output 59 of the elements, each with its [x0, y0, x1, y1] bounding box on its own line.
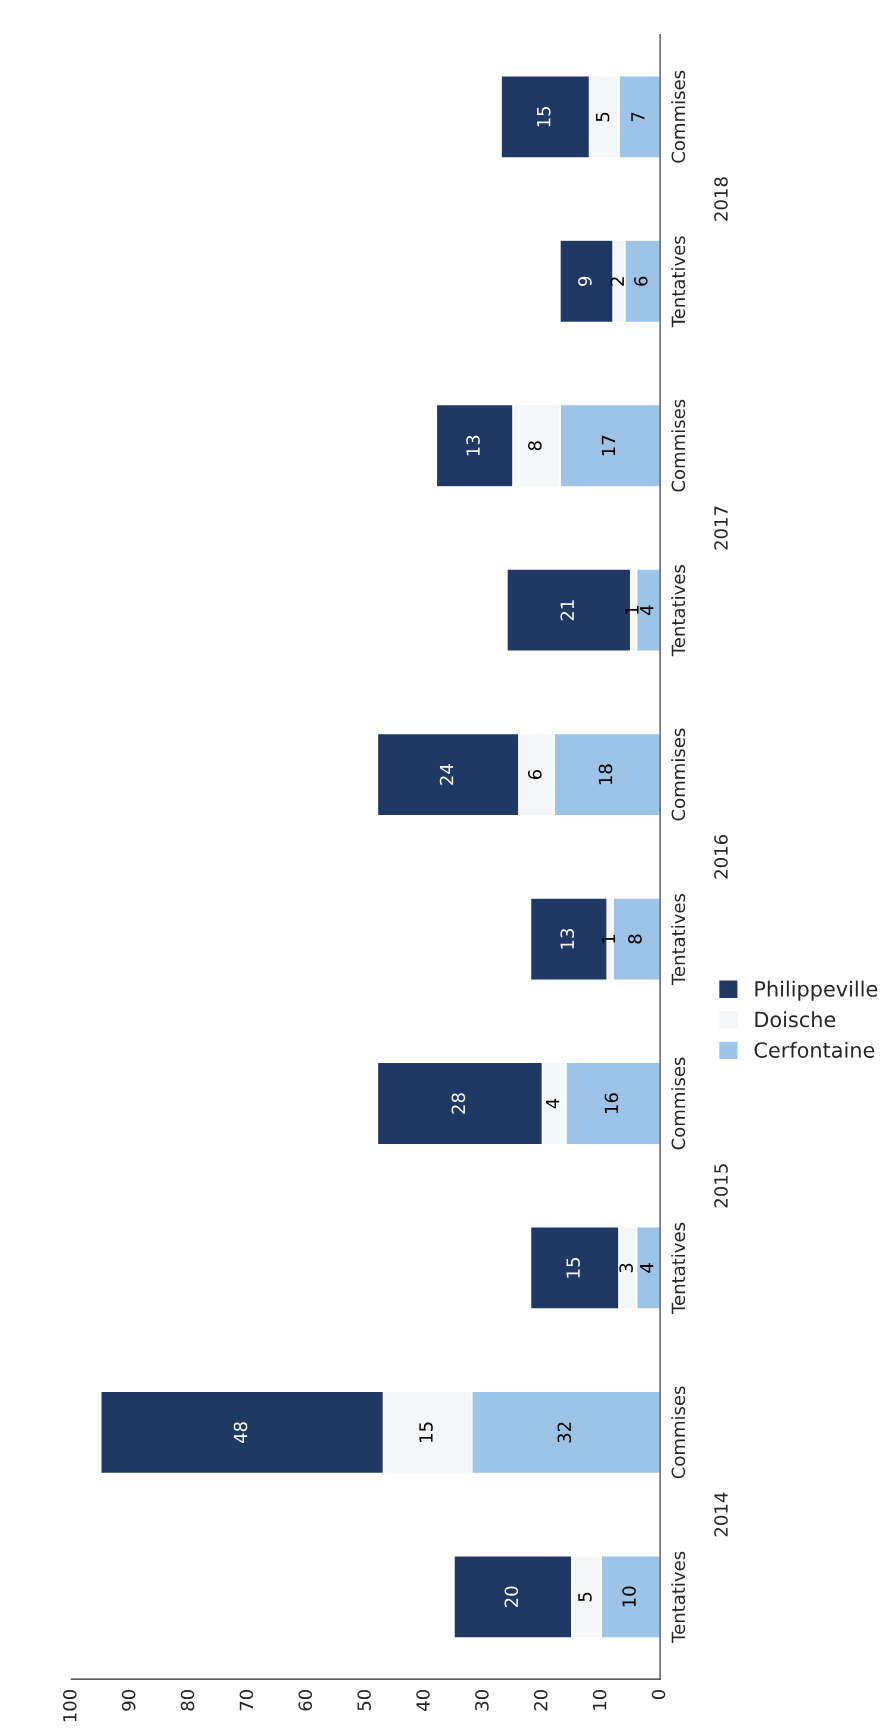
x-tick-label: 40	[416, 1689, 430, 1711]
x-tick-label: 50	[357, 1689, 371, 1711]
data-label: 8	[528, 441, 542, 451]
x-tick-label: 10	[592, 1689, 607, 1710]
data-label: 24	[439, 764, 454, 785]
x-tick-label: 20	[533, 1689, 548, 1711]
data-label: 5	[578, 1592, 592, 1602]
text: 2018	[714, 177, 728, 221]
x-tick-label: 30	[475, 1689, 489, 1711]
data-label: 10	[622, 1586, 636, 1607]
data-label: 9	[578, 276, 592, 286]
data-label: 1	[601, 934, 616, 943]
text: 2015	[714, 1164, 728, 1208]
y-tick-label: Commises	[671, 70, 686, 163]
legend-label: Philippeville	[755, 980, 878, 1001]
y-tick-label: Commises	[671, 399, 686, 492]
x-tick-label: 100	[62, 1689, 77, 1722]
text: 2014	[714, 1492, 728, 1537]
data-label: 48	[233, 1422, 248, 1444]
y-tick-label: Tentatives	[671, 1222, 686, 1314]
legend-label: Cerfontaine	[754, 1041, 875, 1058]
data-label: 18	[598, 764, 613, 785]
y-tick-label: Commises	[671, 1057, 686, 1150]
data-label: 5	[595, 112, 610, 122]
legend-label: Doische	[755, 1011, 836, 1028]
data-label: 7	[631, 112, 645, 122]
text: 2016	[714, 835, 728, 879]
data-label: 6	[528, 770, 542, 780]
data-label: 13	[466, 435, 480, 456]
data-label: 15	[566, 1258, 580, 1278]
data-label: 17	[601, 435, 616, 456]
data-label: 16	[604, 1093, 619, 1114]
data-label: 32	[557, 1422, 572, 1443]
x-tick-label: 70	[239, 1689, 254, 1711]
data-label: 15	[537, 106, 551, 127]
x-tick-label: 0	[651, 1689, 666, 1700]
x-tick-label: 60	[298, 1689, 313, 1711]
data-label: 6	[634, 276, 648, 286]
data-label: 15	[419, 1422, 433, 1442]
data-label: 4	[640, 605, 654, 616]
data-label: 4	[545, 1098, 560, 1109]
data-label: 20	[504, 1586, 519, 1608]
y-tick-label: Commises	[671, 1386, 686, 1479]
x-tick-label: 90	[121, 1689, 136, 1711]
y-tick-label: Tentatives	[671, 1551, 686, 1643]
data-label: 28	[451, 1093, 466, 1114]
y-tick-label: Commises	[671, 728, 686, 821]
data-label: 3	[619, 1263, 633, 1273]
data-label: 4	[640, 1263, 654, 1273]
y-tick-label: Tentatives	[671, 236, 686, 328]
data-label: 2	[610, 277, 624, 286]
y-tick-label: Tentatives	[671, 565, 686, 657]
x-tick-label: 80	[180, 1689, 195, 1711]
y-tick-label: Tentatives	[671, 893, 686, 986]
data-label: 8	[628, 934, 642, 944]
data-label: 21	[560, 600, 574, 621]
data-label: 13	[560, 929, 575, 949]
text: 2017	[714, 506, 728, 550]
data-label: 1	[625, 606, 639, 614]
